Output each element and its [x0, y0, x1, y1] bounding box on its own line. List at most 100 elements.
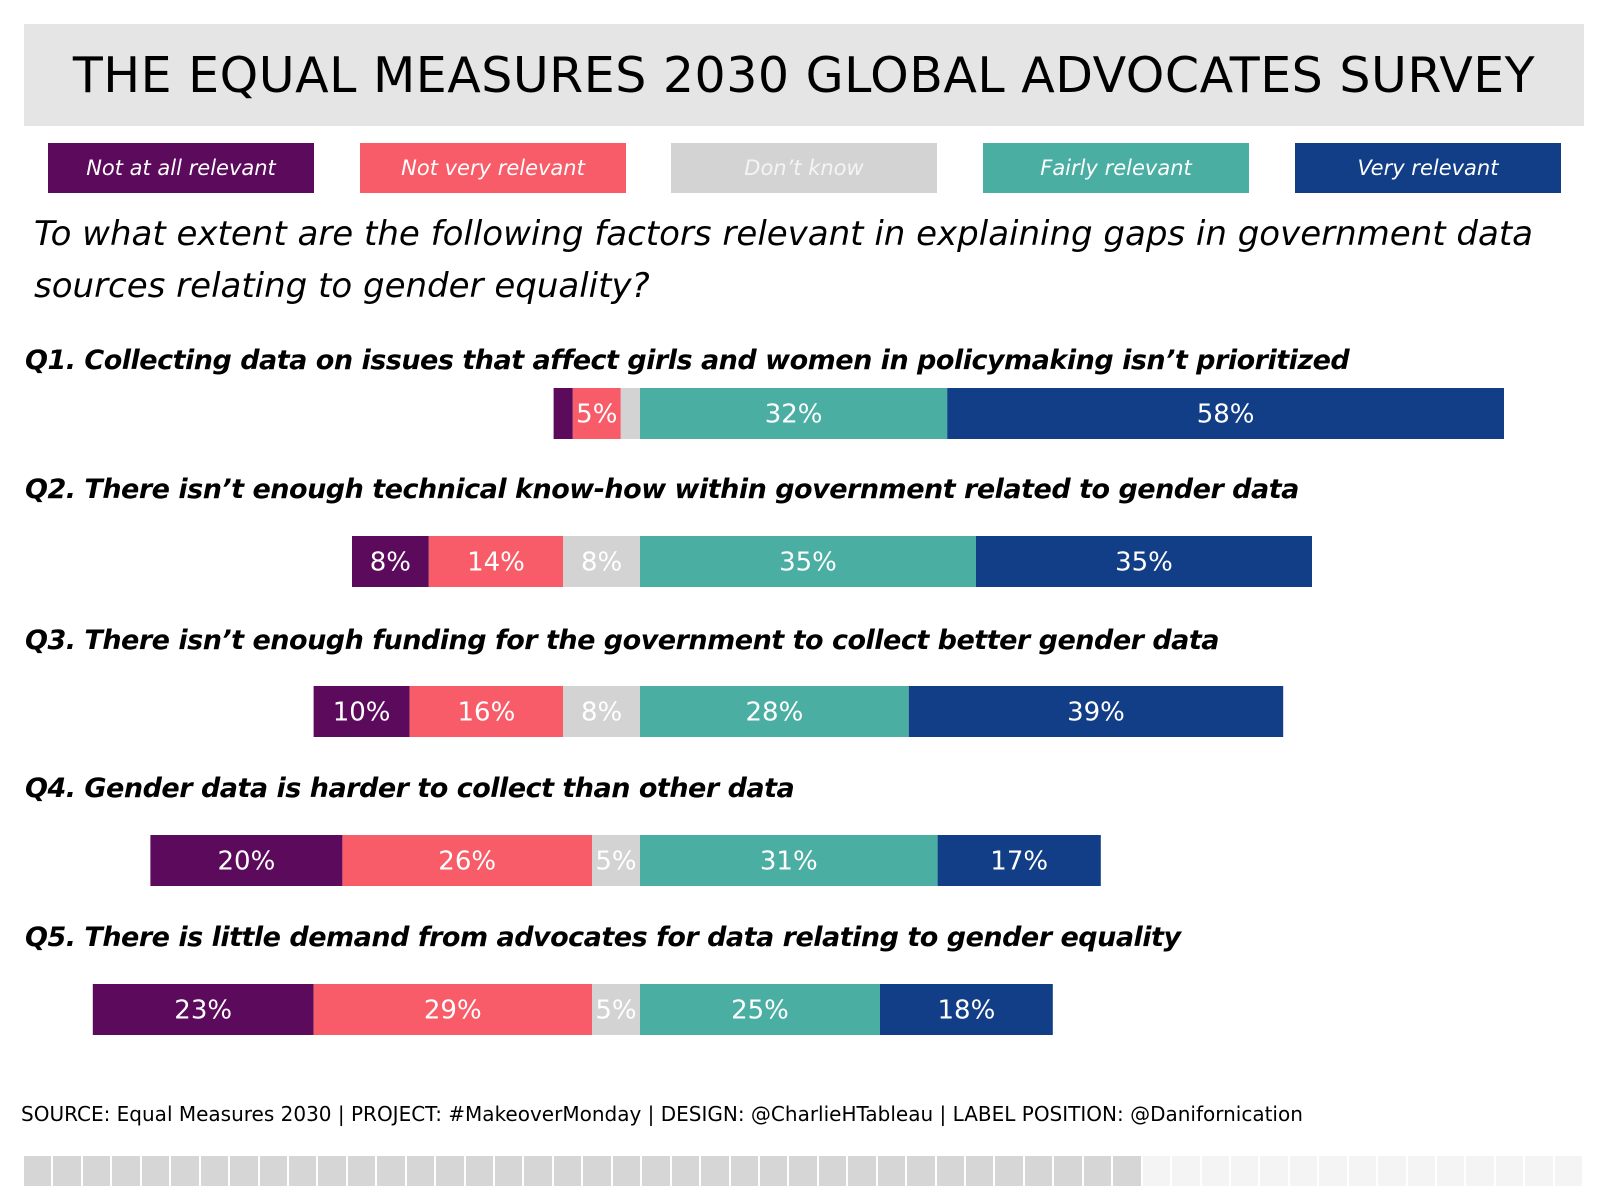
strip-cell	[1466, 1156, 1496, 1186]
strip-cell	[966, 1156, 996, 1186]
bar-label-q4-fairly: 31%	[760, 847, 818, 877]
stacked-bar-chart: 5% 32% 58% 8% 14% 8% 35% 35% 10% 16% 8% 28% 39% 20% 26…	[92, 388, 1504, 1035]
strip-cell	[465, 1156, 495, 1186]
question-label-q3: Q3. There isn’t enough funding for the g…	[25, 625, 1220, 656]
strip-cell	[495, 1156, 525, 1186]
bar-label-q5-not-very: 29%	[424, 996, 482, 1026]
bar-segment-q5-fairly	[640, 984, 880, 1035]
bar-label-q2-very: 35%	[1115, 548, 1173, 578]
bar-segment-q1-not-at-all	[553, 388, 573, 439]
strip-cell	[1083, 1156, 1114, 1186]
bar-segment-q5-not-at-all	[92, 984, 314, 1035]
source-credit: SOURCE: Equal Measures 2030 | PROJECT: #…	[21, 1102, 1303, 1126]
bar-segment-q1-fairly	[640, 388, 948, 439]
strip-cell	[1319, 1156, 1349, 1186]
survey-question: To what extent are the following factors…	[34, 214, 1533, 306]
bar-group-q1: 5% 32% 58%	[553, 388, 1504, 439]
bar-segment-q4-not-very	[342, 835, 592, 886]
bar-label-q1-not-very: 5%	[576, 400, 617, 430]
bar-segment-q1-dont-know	[620, 388, 640, 439]
strip-cell	[907, 1156, 937, 1186]
bar-group-q4: 20% 26% 5% 31% 17%	[150, 835, 1101, 886]
bar-segment-q2-not-very	[428, 536, 564, 587]
bar-segment-q5-not-very	[313, 984, 592, 1035]
bar-label-q4-not-at-all: 20%	[218, 847, 276, 877]
strip-cell	[671, 1156, 702, 1186]
bar-segment-q2-not-at-all	[352, 536, 429, 587]
bar-label-q3-fairly: 28%	[746, 698, 804, 728]
strip-cell	[171, 1156, 201, 1186]
bar-segment-q4-dont-know	[592, 835, 640, 886]
strip-cell	[1230, 1156, 1261, 1186]
bar-segment-q4-not-at-all	[150, 835, 343, 886]
bar-label-q2-dont-know: 8%	[581, 548, 622, 578]
bar-label-q1-very: 58%	[1197, 400, 1255, 430]
legend-item-not-at-all: Not at all relevant	[48, 143, 314, 193]
strip-cell	[995, 1156, 1025, 1186]
bar-label-q2-not-very: 14%	[467, 548, 525, 578]
strip-cell	[524, 1156, 554, 1186]
strip-cell	[318, 1156, 348, 1186]
bar-segment-q5-dont-know	[592, 984, 640, 1035]
strip-cell	[1378, 1156, 1408, 1186]
question-label-q4: Q4. Gender data is harder to collect tha…	[25, 773, 795, 804]
strip-cell	[1525, 1156, 1555, 1186]
strip-cell	[200, 1156, 231, 1186]
strip-cell	[818, 1156, 849, 1186]
bar-label-q4-dont-know: 5%	[595, 847, 636, 877]
bar-label-q3-not-very: 16%	[458, 698, 516, 728]
bar-label-q5-dont-know: 5%	[595, 996, 636, 1026]
legend-item-dont-know: Don’t know	[671, 143, 937, 193]
strip-cell	[1407, 1156, 1437, 1186]
strip-cell	[259, 1156, 289, 1186]
bar-segment-q5-very	[880, 984, 1053, 1035]
strip-cell	[1437, 1156, 1467, 1186]
strip-cell	[1289, 1156, 1320, 1186]
strip-cell	[642, 1156, 672, 1186]
bar-segment-q4-fairly	[640, 835, 938, 886]
strip-cell	[1495, 1156, 1526, 1186]
strip-cell	[759, 1156, 790, 1186]
strip-cell	[288, 1156, 319, 1186]
strip-cell	[141, 1156, 172, 1186]
bar-label-q3-not-at-all: 10%	[333, 698, 391, 728]
strip-cell	[112, 1156, 142, 1186]
strip-cell	[1142, 1156, 1173, 1186]
question-label-q5: Q5. There is little demand from advocate…	[25, 922, 1181, 953]
strip-cell	[1172, 1156, 1202, 1186]
strip-cell	[82, 1156, 113, 1186]
legend-item-fairly: Fairly relevant	[983, 143, 1249, 193]
strip-cell	[1201, 1156, 1231, 1186]
legend-item-very: Very relevant	[1295, 143, 1561, 193]
bar-segment-q3-dont-know	[563, 686, 640, 737]
bar-label-q5-fairly: 25%	[731, 996, 789, 1026]
strip-cell	[406, 1156, 437, 1186]
bar-group-q2: 8% 14% 8% 35% 35%	[352, 536, 1312, 587]
bar-group-q3: 10% 16% 8% 28% 39%	[313, 686, 1284, 737]
strip-cell	[848, 1156, 878, 1186]
question-label-q1: Q1. Collecting data on issues that affec…	[25, 345, 1350, 376]
bar-segment-q3-not-very	[409, 686, 564, 737]
strip-cell	[24, 1156, 54, 1186]
strip-cell	[730, 1156, 760, 1186]
strip-cell	[1024, 1156, 1055, 1186]
bar-label-q1-fairly: 32%	[765, 400, 823, 430]
legend-item-not-very: Not very relevant	[360, 143, 626, 193]
strip-cell	[1554, 1156, 1585, 1186]
bar-segment-q3-not-at-all	[313, 686, 410, 737]
title-bar: THE EQUAL MEASURES 2030 GLOBAL ADVOCATES…	[24, 24, 1584, 126]
bar-group-q5: 23% 29% 5% 25% 18%	[92, 984, 1053, 1035]
bar-segment-q1-not-very	[572, 388, 621, 439]
bar-segment-q2-dont-know	[563, 536, 640, 587]
bar-label-q2-fairly: 35%	[779, 548, 837, 578]
bar-label-q3-dont-know: 8%	[581, 698, 622, 728]
strip-cell	[1113, 1156, 1143, 1186]
bar-label-q4-not-very: 26%	[438, 847, 496, 877]
bar-segment-q2-fairly	[640, 536, 976, 587]
strip-cell	[347, 1156, 378, 1186]
bar-label-q4-very: 17%	[990, 847, 1048, 877]
strip-cell	[701, 1156, 731, 1186]
strip-cell	[612, 1156, 643, 1186]
strip-cell	[53, 1156, 83, 1186]
bar-label-q5-not-at-all: 23%	[174, 996, 232, 1026]
